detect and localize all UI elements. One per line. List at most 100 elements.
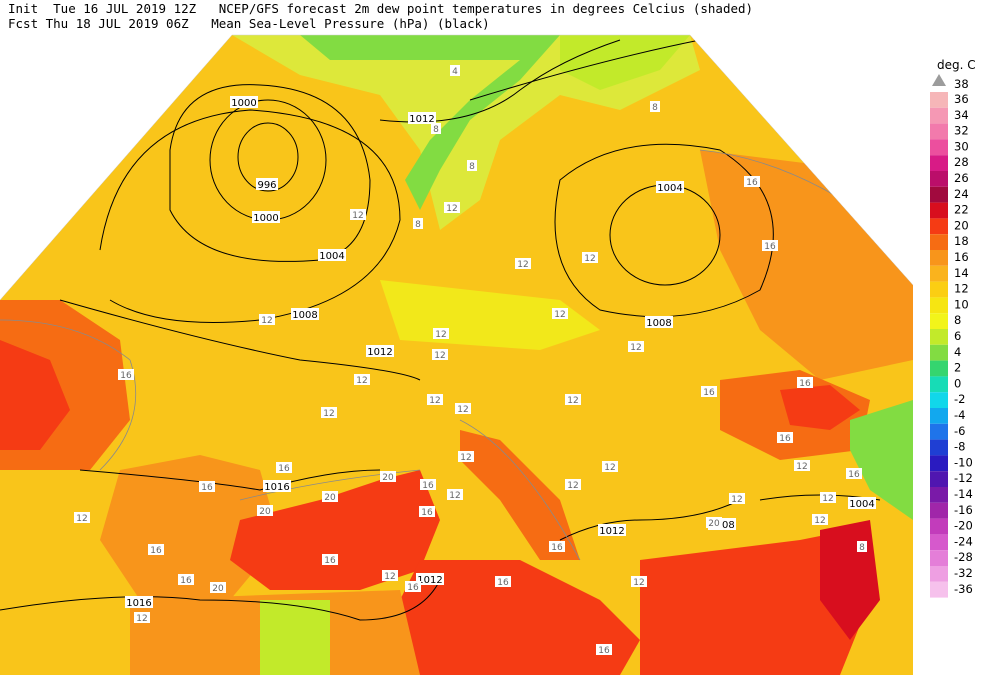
legend-label: 4 — [954, 345, 961, 359]
isobar-label: 1004 — [656, 181, 684, 194]
isobar-label: 1012 — [366, 345, 394, 358]
svg-text:16: 16 — [150, 546, 162, 556]
svg-text:1004: 1004 — [849, 499, 874, 510]
legend-label: -32 — [954, 566, 973, 580]
dewpoint-labels: 4888812121212161612121212121216121216161… — [74, 65, 867, 656]
dewpoint-label: 8 — [467, 160, 477, 172]
legend-swatch — [930, 139, 948, 156]
dewpoint-label: 8 — [857, 541, 867, 553]
dewpoint-label: 12 — [455, 403, 471, 415]
dewpoint-label: 16 — [118, 369, 134, 381]
isobar-label: 1000 — [252, 211, 280, 224]
map-frame — [0, 34, 914, 301]
dewpoint-label: 16 — [199, 481, 215, 493]
dewpoint-label: 12 — [432, 349, 448, 361]
legend-label: -24 — [954, 534, 973, 548]
svg-text:8: 8 — [433, 125, 439, 135]
dewpoint-label: 12 — [628, 341, 644, 353]
legend-swatch — [930, 281, 948, 298]
svg-text:1008: 1008 — [646, 318, 671, 329]
legend-swatch — [930, 392, 948, 408]
legend-swatch — [930, 234, 948, 250]
svg-text:16: 16 — [746, 178, 758, 188]
legend-swatch — [930, 534, 948, 551]
svg-text:16: 16 — [421, 508, 433, 518]
svg-text:20: 20 — [382, 473, 394, 483]
dewpoint-label: 16 — [419, 506, 435, 518]
legend-label: -12 — [954, 471, 973, 485]
black-sea-hot — [780, 385, 860, 430]
svg-text:16: 16 — [848, 470, 860, 480]
svg-text:12: 12 — [554, 310, 565, 320]
legend-swatch — [930, 107, 948, 124]
dewpoint-label: 16 — [148, 544, 164, 556]
dewpoint-label: 12 — [444, 202, 460, 214]
legend-arrow — [932, 74, 946, 86]
legend-swatch — [930, 250, 948, 266]
svg-text:12: 12 — [604, 463, 615, 473]
svg-text:12: 12 — [630, 343, 641, 353]
dewpoint-label: 12 — [631, 576, 647, 588]
svg-text:16: 16 — [180, 576, 192, 586]
dewpoint-label: 16 — [846, 468, 862, 480]
isobar-label: 996 — [256, 178, 278, 191]
dewpoint-label: 12 — [582, 252, 598, 264]
legend-label: -16 — [954, 503, 973, 517]
svg-text:12: 12 — [429, 396, 440, 406]
svg-text:12: 12 — [814, 516, 825, 526]
svg-text:12: 12 — [136, 614, 147, 624]
legend-label: 30 — [954, 139, 969, 153]
legend-swatch — [930, 313, 948, 329]
dewpoint-label: 12 — [354, 374, 370, 386]
med-central — [400, 560, 640, 675]
isobar-label: 1004 — [848, 497, 876, 510]
dewpoint-label: 12 — [134, 612, 150, 624]
dewpoint-label: 12 — [382, 570, 398, 582]
svg-text:12: 12 — [584, 254, 595, 264]
header-line-1: Init Tue 16 JUL 2019 12Z NCEP/GFS foreca… — [8, 2, 753, 16]
svg-text:1016: 1016 — [126, 598, 151, 609]
dewpoint-label: 16 — [495, 576, 511, 588]
isobar-label: 1012 — [598, 524, 626, 537]
legend-label: 10 — [954, 297, 969, 311]
isobar-label: 1016 — [125, 596, 153, 609]
north-africa-green — [260, 600, 330, 675]
svg-text:8: 8 — [415, 220, 421, 230]
legend-swatch — [930, 423, 948, 440]
legend-label: 28 — [954, 155, 969, 169]
dewpoint-label: 12 — [427, 394, 443, 406]
legend-swatch — [930, 455, 948, 472]
dewpoint-label: 16 — [405, 581, 421, 593]
dewpoint-label: 12 — [350, 209, 366, 221]
svg-text:20: 20 — [708, 519, 720, 529]
legend-label: -2 — [954, 392, 965, 406]
legend: 38363432302826242220181614121086420-2-4-… — [930, 74, 973, 598]
isobar-label: 1004 — [318, 249, 346, 262]
dewpoint-label: 12 — [447, 489, 463, 501]
legend-label: 38 — [954, 77, 969, 91]
chart-subtitle: Mean Sea-Level Pressure (hPa) (black) — [211, 16, 490, 31]
dewpoint-label: 20 — [380, 471, 396, 483]
svg-text:16: 16 — [764, 242, 776, 252]
svg-text:16: 16 — [201, 483, 213, 493]
legend-label: 34 — [954, 108, 969, 122]
svg-text:12: 12 — [356, 376, 367, 386]
legend-label: 8 — [954, 313, 961, 327]
svg-text:12: 12 — [822, 494, 833, 504]
dewpoint-label: 12 — [552, 308, 568, 320]
legend-swatch — [930, 123, 948, 140]
dewpoint-label: 16 — [178, 574, 194, 586]
svg-text:8: 8 — [652, 103, 658, 113]
isobar-label: 1016 — [263, 480, 291, 493]
legend-label: 2 — [954, 361, 961, 375]
legend-swatch — [930, 171, 948, 187]
isobar-label: 1012 — [408, 112, 436, 125]
dewpoint-label: 16 — [777, 432, 793, 444]
legend-swatch — [930, 376, 948, 393]
isobar-label: 1008 — [645, 316, 673, 329]
legend-swatch — [930, 581, 948, 598]
legend-label: -28 — [954, 550, 973, 564]
svg-text:20: 20 — [212, 584, 224, 594]
isobar-label: 1008 — [291, 308, 319, 321]
dewpoint-label: 12 — [794, 460, 810, 472]
